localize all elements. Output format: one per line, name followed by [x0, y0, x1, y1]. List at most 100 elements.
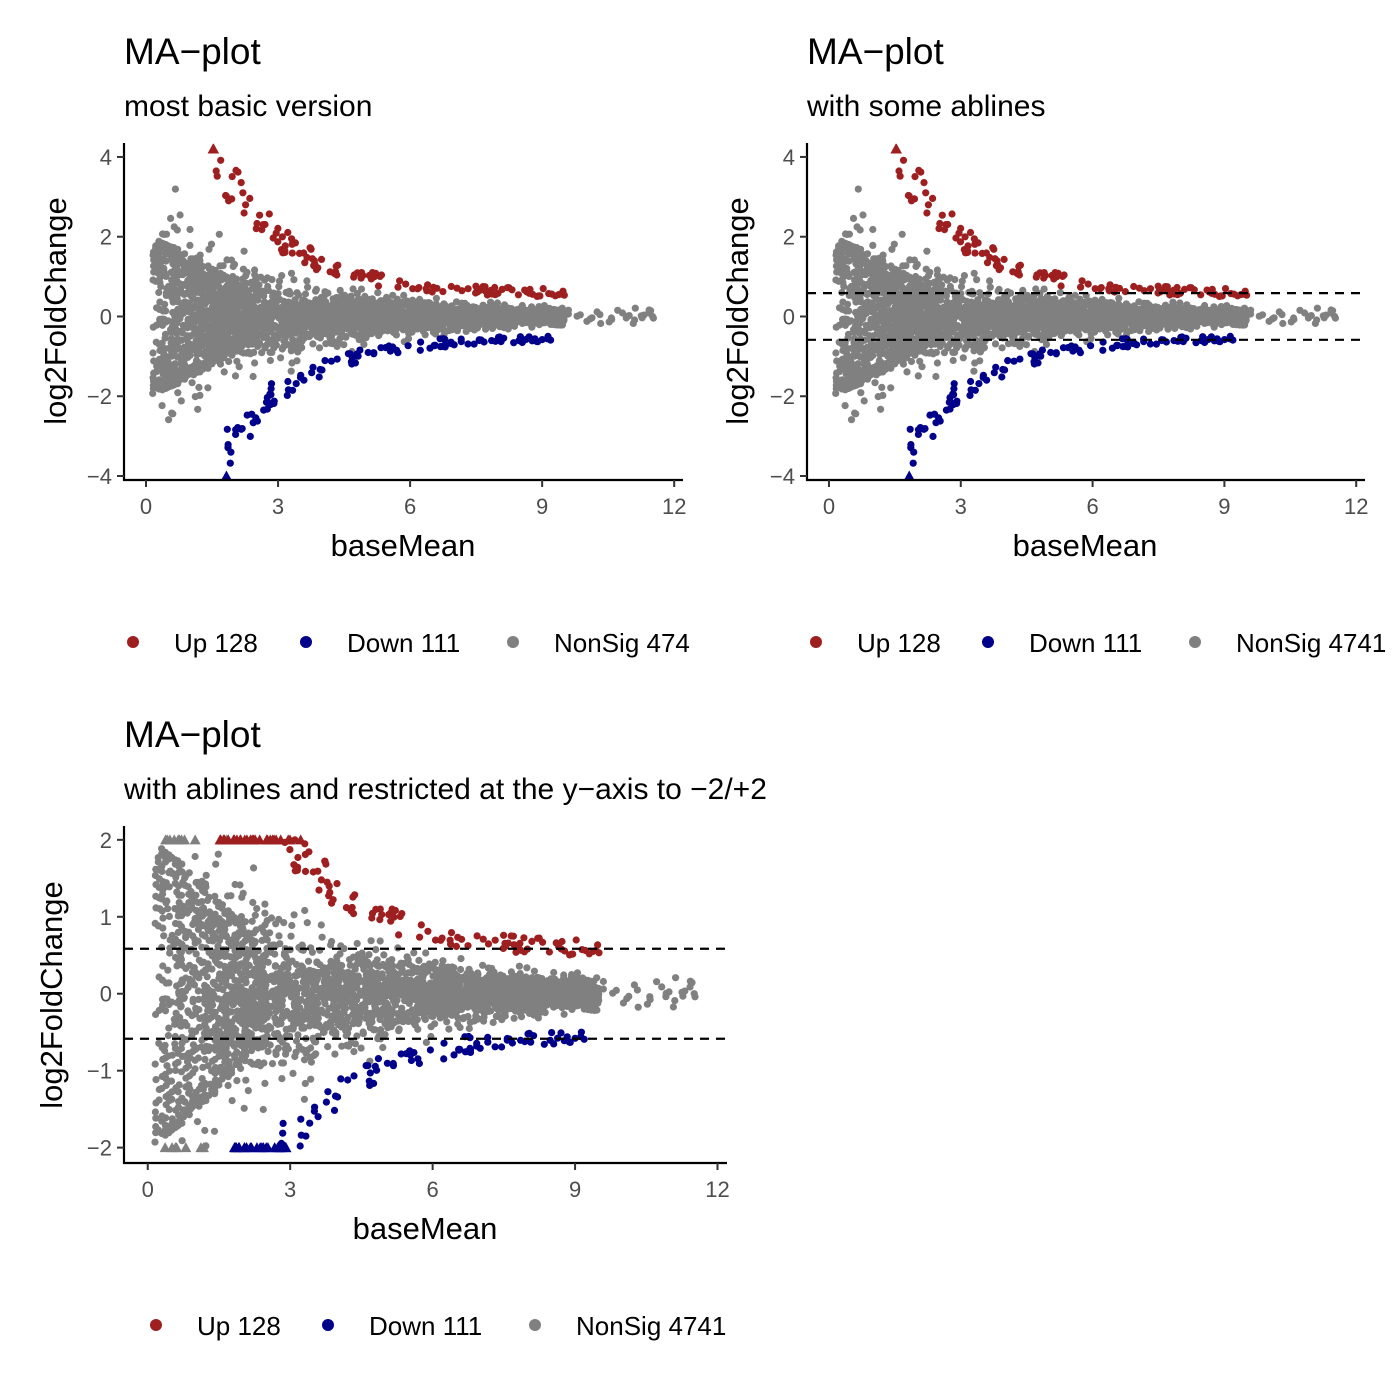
nonsig-point: [184, 315, 192, 323]
nonsig-point: [288, 306, 296, 315]
nonsig-point: [231, 305, 239, 313]
panel-2-title: MA−plot: [807, 31, 944, 72]
nonsig-point: [197, 312, 205, 320]
panel-1-title: MA−plot: [124, 31, 261, 72]
nonsig-point: [187, 276, 195, 284]
nonsig-point: [165, 416, 173, 424]
down-point: [284, 377, 292, 386]
nonsig-point: [251, 271, 259, 279]
nonsig-point: [375, 309, 383, 318]
nonsig-point: [251, 359, 259, 367]
up-point: [332, 262, 340, 270]
nonsig-point: [363, 318, 371, 326]
nonsig-point: [351, 331, 360, 339]
up-point: [300, 249, 308, 257]
down-point: [266, 390, 274, 398]
nonsig-point: [181, 362, 189, 370]
nonsig-point: [449, 311, 457, 319]
up-point: [232, 166, 240, 174]
nonsig-point: [173, 226, 181, 234]
nonsig-point: [454, 325, 462, 333]
nonsig-point: [515, 317, 524, 325]
nonsig-point: [235, 312, 243, 320]
nonsig-point: [149, 349, 157, 357]
nonsig-point: [324, 327, 332, 335]
nonsig-point: [374, 289, 382, 297]
nonsig-point: [352, 316, 360, 324]
nonsig-point: [173, 329, 181, 337]
nonsig-point: [263, 341, 271, 349]
nonsig-point: [160, 315, 168, 323]
nonsig-point: [207, 276, 215, 284]
nonsig-point: [200, 276, 208, 284]
nonsig-point: [344, 309, 352, 317]
nonsig-point: [859, 211, 867, 219]
nonsig-point: [396, 304, 404, 312]
nonsig-point: [293, 327, 301, 335]
x-tick-label: 12: [662, 494, 686, 519]
nonsig-point: [255, 281, 263, 289]
up-point: [246, 194, 254, 202]
nonsig-point: [157, 240, 165, 248]
up-point: [396, 277, 404, 285]
nonsig-point: [171, 185, 179, 193]
nonsig-point: [158, 257, 166, 265]
nonsig-point: [432, 294, 440, 302]
down-point: [417, 338, 425, 346]
up-point: [225, 197, 233, 205]
nonsig-point: [832, 349, 840, 357]
up-point: [301, 259, 309, 267]
nonsig-point: [489, 316, 497, 324]
down-point: [457, 338, 465, 346]
nonsig-point: [328, 340, 336, 348]
nonsig-point: [835, 368, 844, 376]
down-point: [436, 335, 444, 343]
legend-up-key: [127, 636, 139, 648]
nonsig-point: [191, 393, 199, 401]
nonsig-point: [448, 302, 456, 310]
nonsig-point: [196, 251, 204, 259]
down-point: [321, 357, 329, 365]
nonsig-point: [209, 267, 217, 275]
nonsig-point: [254, 342, 262, 350]
nonsig-point: [149, 389, 157, 397]
x-tick-label: 9: [536, 494, 548, 519]
nonsig-point: [847, 416, 856, 424]
nonsig-point: [470, 307, 478, 315]
nonsig-point: [264, 326, 272, 335]
y-tick-label: 0: [100, 304, 112, 329]
down-point: [475, 336, 483, 344]
down-point: [226, 459, 234, 467]
nonsig-point: [240, 303, 249, 311]
nonsig-point: [177, 283, 185, 291]
nonsig-point: [625, 312, 633, 320]
up-point: [560, 291, 568, 299]
up-point: [525, 289, 533, 297]
nonsig-point: [212, 341, 220, 349]
nonsig-point: [888, 245, 896, 253]
nonsig-point: [843, 350, 851, 358]
nonsig-point: [190, 325, 198, 333]
legend-down-key: [300, 636, 312, 648]
nonsig-point: [170, 363, 178, 371]
nonsig-point: [182, 259, 190, 268]
panel-2-subtitle: with some ablines: [806, 90, 1045, 123]
nonsig-point: [434, 304, 442, 312]
down-point: [543, 335, 552, 343]
nonsig-point: [396, 322, 404, 330]
nonsig-point: [217, 276, 225, 284]
nonsig-point: [298, 344, 306, 352]
nonsig-point: [892, 267, 900, 275]
up-point: [494, 289, 502, 297]
nonsig-point: [355, 295, 363, 303]
nonsig-point: [155, 288, 163, 297]
nonsig-point: [304, 283, 312, 291]
up-point: [536, 292, 544, 300]
nonsig-point: [546, 305, 554, 313]
nonsig-point: [288, 359, 296, 367]
nonsig-point: [231, 372, 240, 380]
nonsig-point: [461, 302, 469, 310]
nonsig-point: [341, 291, 349, 299]
nonsig-point: [534, 311, 543, 319]
nonsig-point: [607, 314, 616, 322]
